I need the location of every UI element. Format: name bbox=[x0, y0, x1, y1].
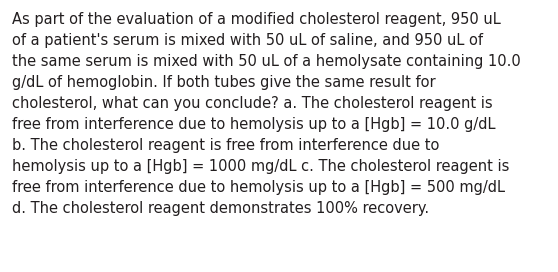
Text: As part of the evaluation of a modified cholesterol reagent, 950 uL
of a patient: As part of the evaluation of a modified … bbox=[12, 12, 521, 216]
